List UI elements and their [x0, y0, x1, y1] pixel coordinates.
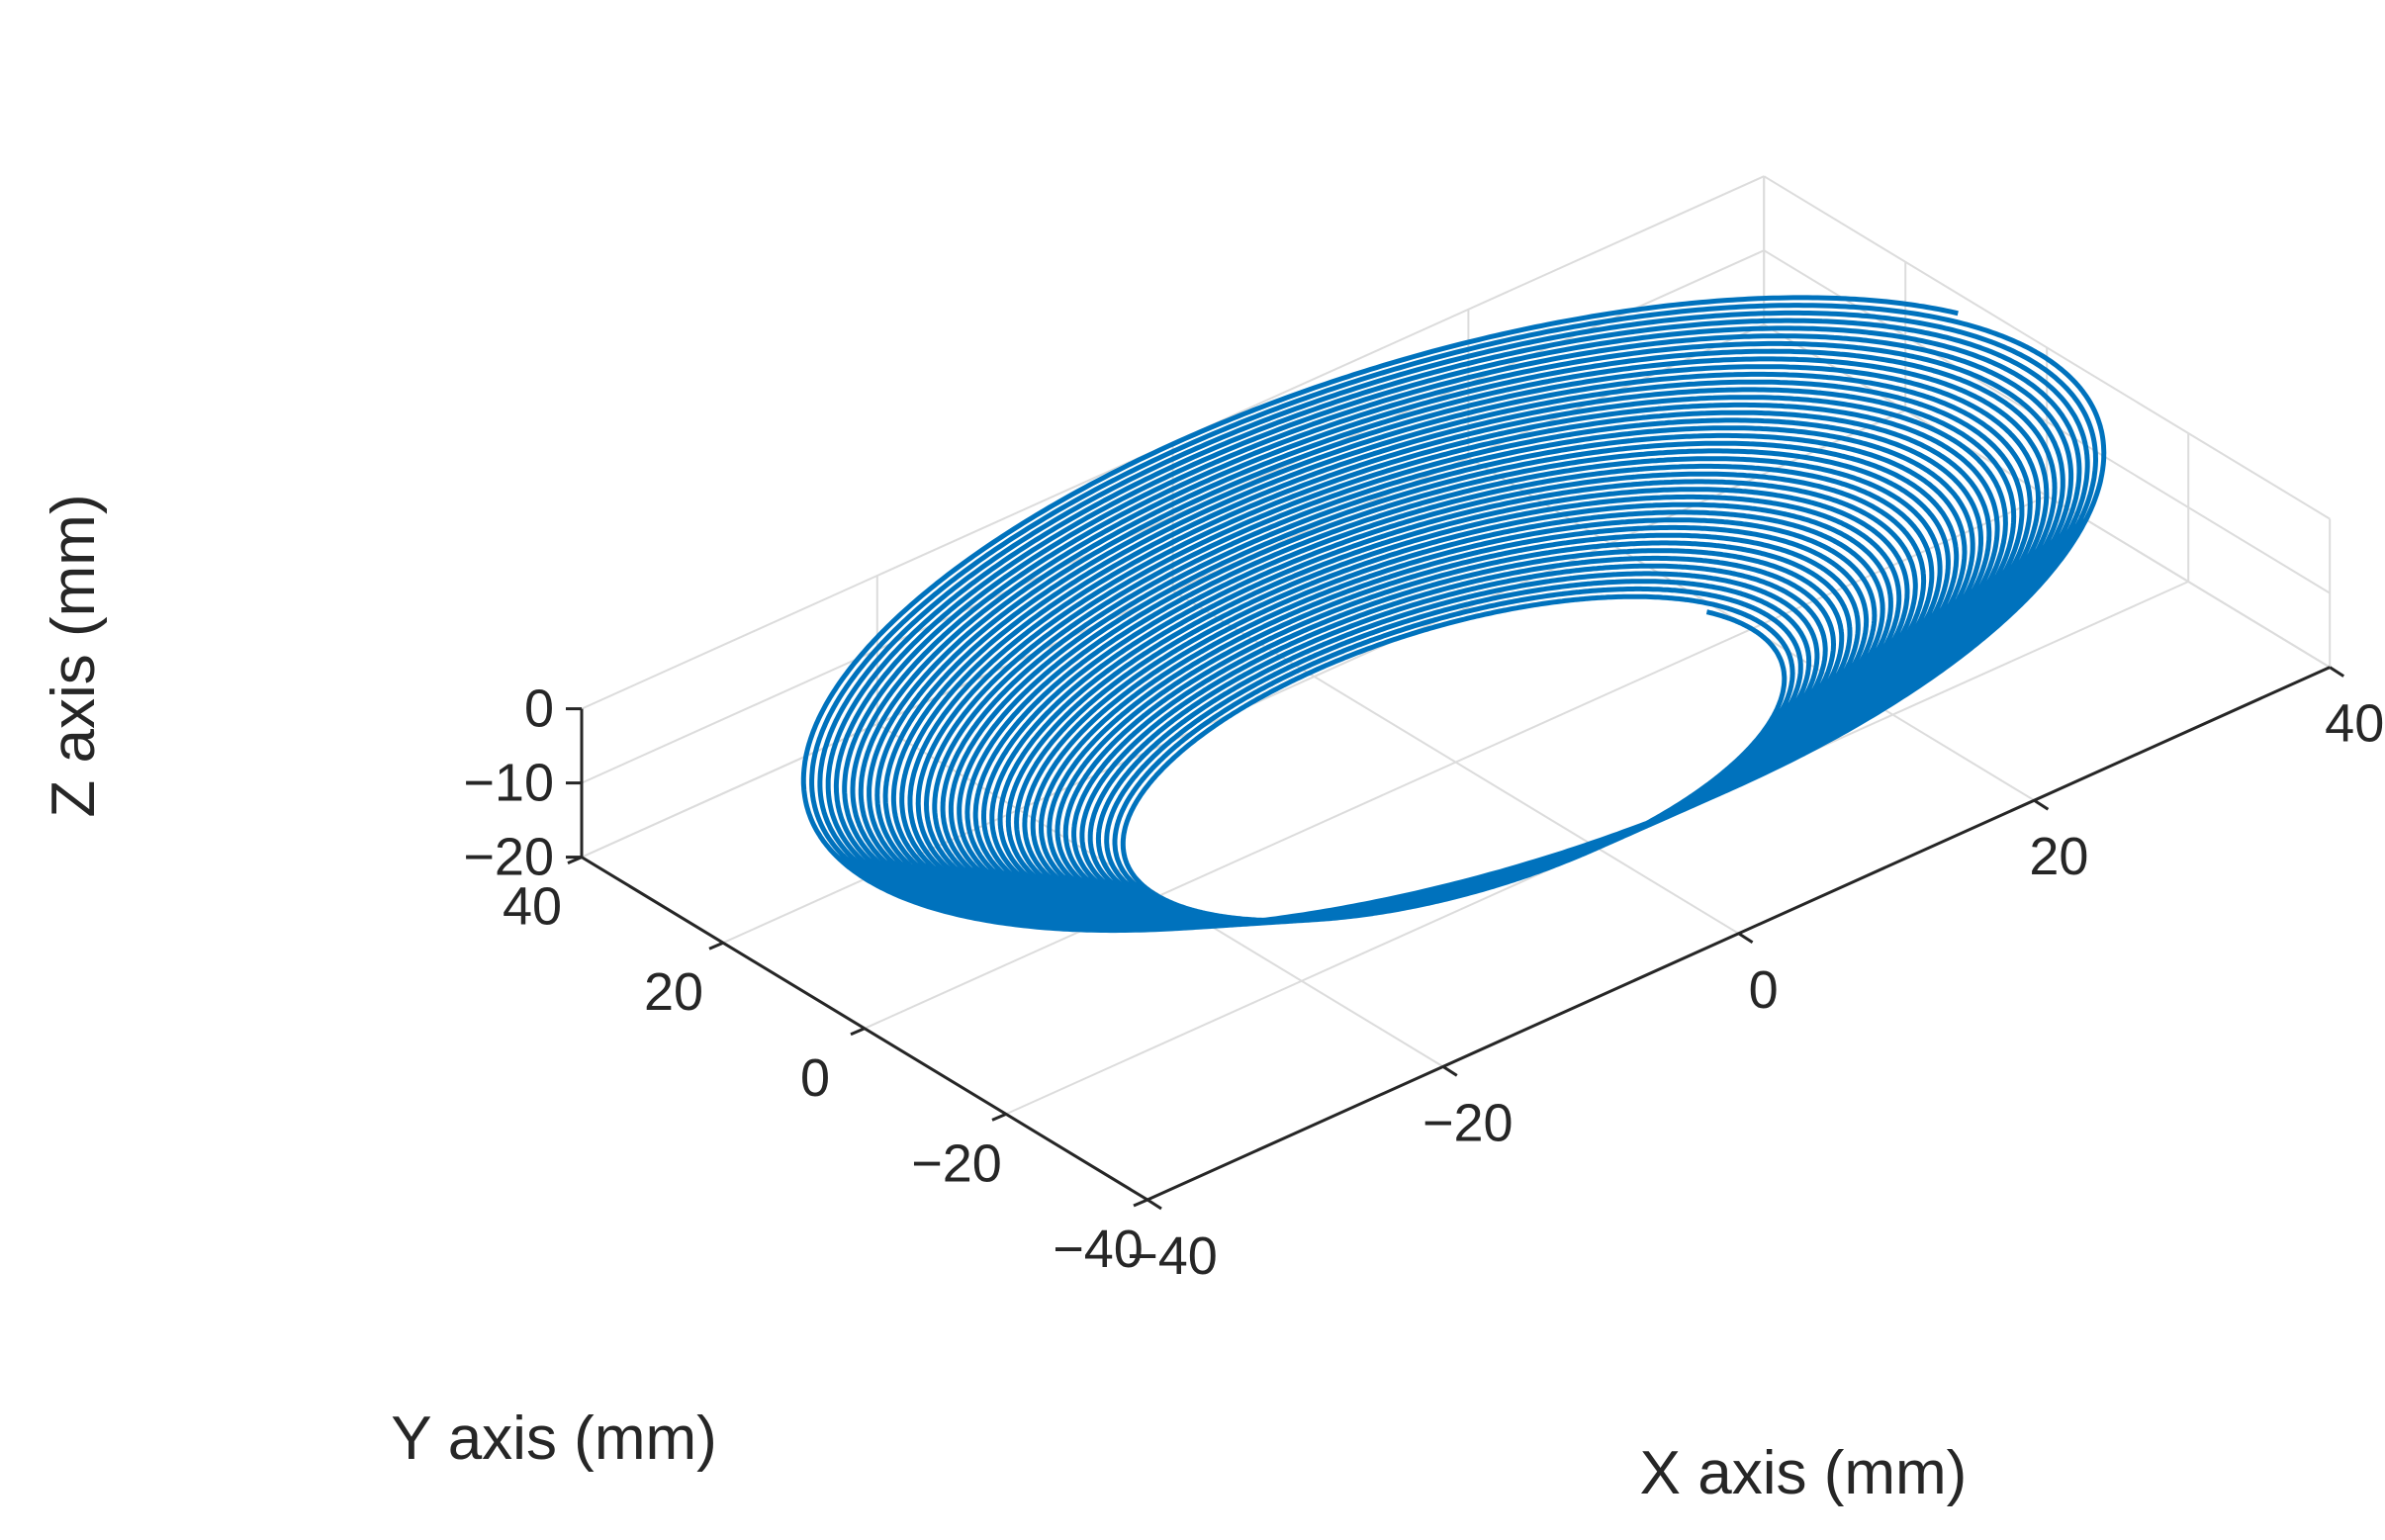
y-tick-mark — [850, 1027, 866, 1037]
x-axis-title: X axis (mm) — [1640, 1439, 1968, 1507]
x-tick-label: −40 — [1127, 1226, 1218, 1286]
x-tick-mark — [2329, 666, 2345, 678]
z-tick-label: −10 — [463, 754, 554, 813]
x-tick-label: 0 — [1749, 960, 1779, 1020]
y-axis-title: Y axis (mm) — [391, 1404, 717, 1473]
grid-line-sidewall-z — [1763, 175, 2331, 520]
x-tick-label: 20 — [2029, 827, 2088, 886]
y-tick-label: 20 — [644, 962, 703, 1022]
y-tick-mark — [1133, 1198, 1148, 1208]
y-tick-mark — [708, 941, 724, 951]
x-tick-mark — [1737, 932, 1754, 945]
x-tick-mark — [2033, 798, 2050, 811]
z-tick-label: −20 — [463, 828, 554, 887]
y-tick-label: 40 — [503, 877, 562, 937]
y-tick-label: −20 — [911, 1133, 1002, 1193]
y-tick-mark — [991, 1113, 1007, 1122]
spiral-line — [800, 295, 2107, 934]
z-axis-title: Z axis (mm) — [40, 494, 108, 817]
x-tick-mark — [1441, 1065, 1458, 1077]
spiral-series — [800, 295, 2107, 934]
grid-line-floor-y — [864, 495, 2048, 1030]
x-tick-label: 40 — [2325, 694, 2384, 754]
x-tick-mark — [1147, 1198, 1162, 1211]
z-tick-label: 0 — [524, 679, 554, 739]
y-tick-label: −40 — [1053, 1220, 1144, 1279]
y-tick-label: 0 — [800, 1048, 830, 1108]
x-tick-label: −20 — [1422, 1093, 1514, 1152]
axes — [566, 666, 2345, 1211]
